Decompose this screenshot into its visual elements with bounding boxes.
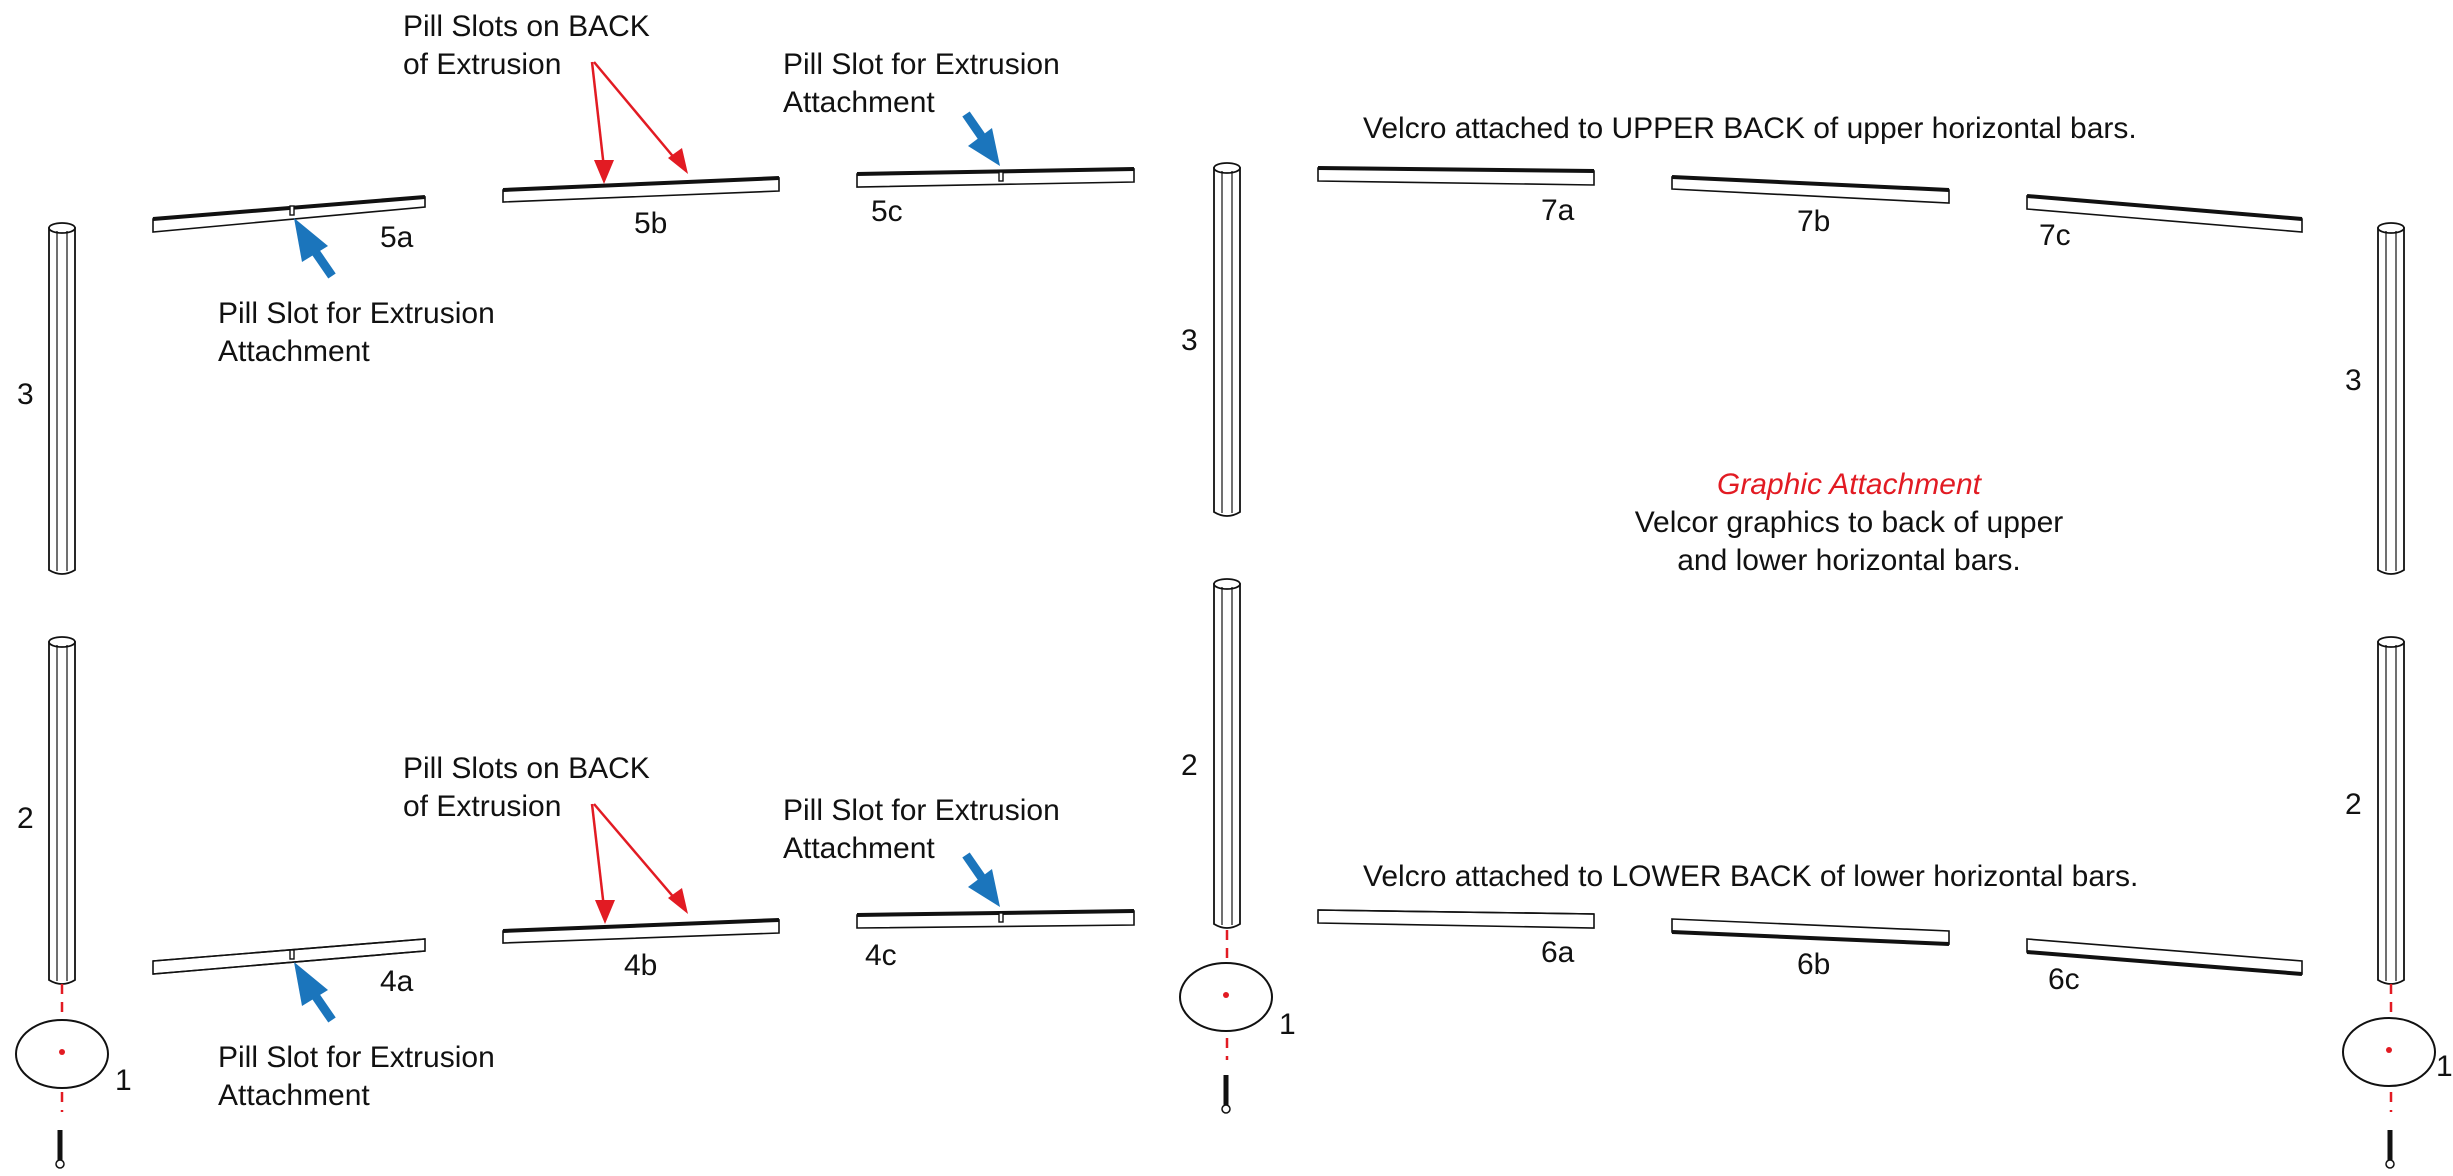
label-4b: 4b — [624, 949, 657, 982]
label-5c: 5c — [871, 195, 903, 228]
label-5a: 5a — [380, 221, 414, 254]
blue-arrow-4c — [962, 852, 1000, 907]
bar-5c — [856, 167, 1135, 188]
pill-slots-back-upper-line2: of Extrusion — [403, 48, 561, 81]
label-6b: 6b — [1797, 948, 1830, 981]
blue-arrow-4a — [294, 962, 336, 1023]
upper-pole-center — [1213, 162, 1241, 517]
graphic-attachment-body-line2: and lower horizontal bars. — [1677, 544, 2021, 577]
lower-pole-center — [1213, 578, 1241, 929]
pill-slot-lower-right-line2: Attachment — [783, 832, 935, 865]
bar-7c — [2026, 194, 2303, 233]
velcro-lower-note: Velcro attached to LOWER BACK of lower h… — [1363, 860, 2138, 893]
pill-slot-upper-left-line1: Pill Slot for Extrusion — [218, 297, 495, 330]
label-5b: 5b — [634, 207, 667, 240]
label-pole-2-center: 2 — [1181, 749, 1198, 782]
label-pole-2-right: 2 — [2345, 788, 2362, 821]
red-arrows-lower — [590, 803, 688, 924]
label-pole-2-left: 2 — [17, 802, 34, 835]
pill-slot-upper-right-line1: Pill Slot for Extrusion — [783, 48, 1060, 81]
lower-pole-left — [48, 636, 76, 985]
label-pole-3-left: 3 — [17, 378, 34, 411]
pill-slot-lower-right-line1: Pill Slot for Extrusion — [783, 794, 1060, 827]
base-left — [15, 984, 109, 1169]
graphic-attachment-title: Graphic Attachment — [1717, 468, 1983, 501]
label-base-1-right: 1 — [2436, 1050, 2453, 1083]
pill-slot-lower-left-line1: Pill Slot for Extrusion — [218, 1041, 495, 1074]
label-4a: 4a — [380, 965, 414, 998]
label-7a: 7a — [1541, 194, 1575, 227]
pill-slots-back-upper-line1: Pill Slots on BACK — [403, 10, 650, 43]
label-base-1-center: 1 — [1279, 1008, 1296, 1041]
label-6c: 6c — [2048, 963, 2080, 996]
bar-5b — [502, 176, 780, 203]
label-base-1-left: 1 — [115, 1064, 132, 1097]
bar-7a — [1317, 166, 1595, 186]
bar-4a — [152, 938, 426, 975]
pill-slots-back-lower-line2: of Extrusion — [403, 790, 561, 823]
upper-pole-left — [48, 222, 76, 575]
base-right — [2342, 984, 2436, 1169]
bar-6b — [1671, 918, 1950, 946]
label-pole-3-right: 3 — [2345, 364, 2362, 397]
pill-slots-back-lower-line1: Pill Slots on BACK — [403, 752, 650, 785]
velcro-upper-note: Velcro attached to UPPER BACK of upper h… — [1363, 112, 2137, 145]
bar-6a — [1317, 909, 1595, 929]
bar-5a — [152, 195, 426, 233]
bar-4b — [502, 918, 780, 944]
base-center — [1179, 930, 1273, 1114]
upper-pole-right — [2377, 222, 2405, 575]
lower-pole-right — [2377, 636, 2405, 985]
pill-slot-upper-left-line2: Attachment — [218, 335, 370, 368]
blue-arrow-5c — [962, 111, 1000, 166]
label-7c: 7c — [2039, 219, 2071, 252]
bar-4c — [856, 909, 1135, 929]
pill-slot-lower-left-line2: Attachment — [218, 1079, 370, 1112]
red-arrows-upper — [590, 61, 688, 184]
bar-7b — [1671, 175, 1950, 204]
blue-arrow-5a — [294, 218, 336, 279]
label-4c: 4c — [865, 939, 897, 972]
label-pole-3-center: 3 — [1181, 324, 1198, 357]
label-7b: 7b — [1797, 205, 1830, 238]
bar-6c — [2026, 938, 2303, 976]
graphic-attachment-body-line1: Velcor graphics to back of upper — [1635, 506, 2064, 539]
label-6a: 6a — [1541, 936, 1575, 969]
pill-slot-upper-right-line2: Attachment — [783, 86, 935, 119]
